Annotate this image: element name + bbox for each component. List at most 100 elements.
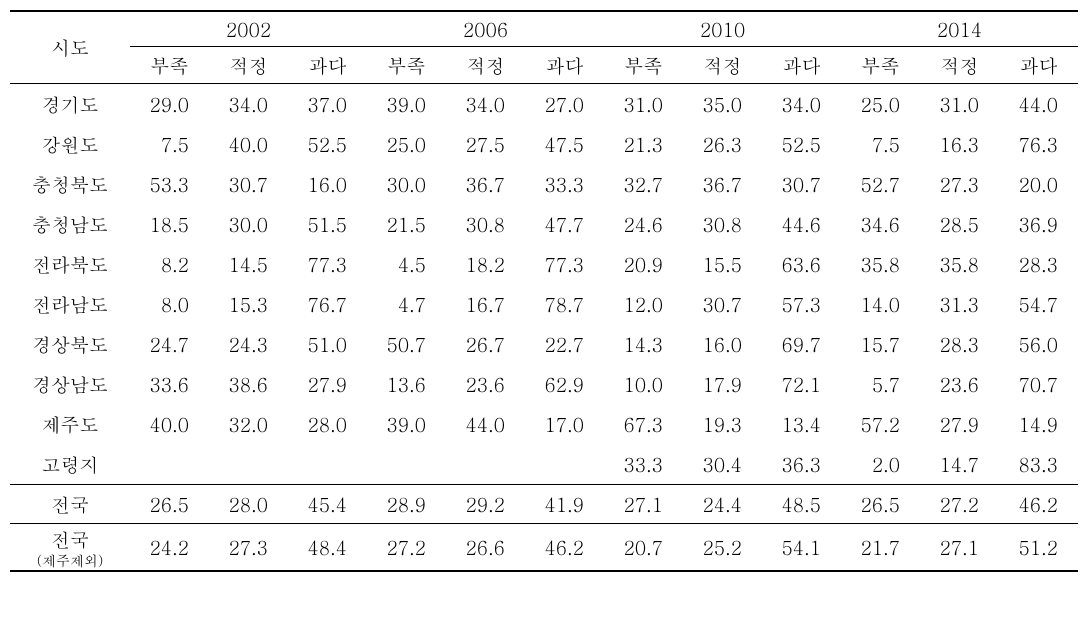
table-body: 경기도29.034.037.039.034.027.031.035.034.02…: [10, 84, 1078, 485]
cell: 14.0: [841, 284, 920, 324]
cell: 51.5: [288, 204, 367, 244]
data-table: 시도 2002 2006 2010 2014 부족 적정 과다 부족 적정 과다…: [10, 10, 1078, 572]
cell: 30.0: [367, 164, 446, 204]
cell: 51.2: [999, 524, 1078, 572]
cell: 46.2: [999, 485, 1078, 524]
region-name: 경상북도: [10, 324, 130, 364]
table-row: 경상남도33.638.627.913.623.662.910.017.972.1…: [10, 364, 1078, 404]
sub-header: 적정: [920, 47, 999, 84]
cell: 72.1: [762, 364, 841, 404]
cell: 44.0: [446, 404, 525, 444]
cell: 27.5: [446, 124, 525, 164]
cell: 44.6: [762, 204, 841, 244]
sub-header: 부족: [604, 47, 683, 84]
cell: 35.0: [683, 84, 762, 125]
cell: 33.3: [525, 164, 604, 204]
cell: 76.7: [288, 284, 367, 324]
cell: 30.0: [209, 204, 288, 244]
cell: 15.3: [209, 284, 288, 324]
cell: 15.5: [683, 244, 762, 284]
sub-header: 과다: [288, 47, 367, 84]
table-row: 충청북도53.330.716.030.036.733.332.736.730.7…: [10, 164, 1078, 204]
sub-header: 부족: [841, 47, 920, 84]
cell: 33.6: [130, 364, 209, 404]
cell: 28.0: [288, 404, 367, 444]
cell: 16.7: [446, 284, 525, 324]
year-header-2002: 2002: [130, 11, 367, 47]
cell: 40.0: [209, 124, 288, 164]
cell: 20.0: [999, 164, 1078, 204]
cell: 32.0: [209, 404, 288, 444]
cell: 25.2: [683, 524, 762, 572]
cell: 5.7: [841, 364, 920, 404]
cell: [130, 444, 209, 485]
cell: 8.2: [130, 244, 209, 284]
sub-header: 적정: [446, 47, 525, 84]
cell: 36.7: [446, 164, 525, 204]
cell: 14.5: [209, 244, 288, 284]
cell: 27.1: [920, 524, 999, 572]
cell: 31.0: [604, 84, 683, 125]
cell: 34.0: [762, 84, 841, 125]
cell: 28.0: [209, 485, 288, 524]
cell: 62.9: [525, 364, 604, 404]
cell: 46.2: [525, 524, 604, 572]
cell: 16.0: [683, 324, 762, 364]
cell: 37.0: [288, 84, 367, 125]
cell: 48.4: [288, 524, 367, 572]
region-name: 고령지: [10, 444, 130, 485]
region-header: 시도: [10, 11, 130, 84]
cell: 8.0: [130, 284, 209, 324]
cell: 19.3: [683, 404, 762, 444]
cell: 51.0: [288, 324, 367, 364]
cell: 27.9: [920, 404, 999, 444]
cell: 32.7: [604, 164, 683, 204]
cell: 2.0: [841, 444, 920, 485]
cell: 31.3: [920, 284, 999, 324]
cell: 48.5: [762, 485, 841, 524]
cell: 76.3: [999, 124, 1078, 164]
cell: 16.0: [288, 164, 367, 204]
cell: 13.6: [367, 364, 446, 404]
sub-header: 과다: [762, 47, 841, 84]
region-name: 충청북도: [10, 164, 130, 204]
table-row: 전라북도8.214.577.34.518.277.320.915.563.635…: [10, 244, 1078, 284]
cell: 53.3: [130, 164, 209, 204]
table-header: 시도 2002 2006 2010 2014 부족 적정 과다 부족 적정 과다…: [10, 11, 1078, 84]
cell: 70.7: [999, 364, 1078, 404]
cell: 17.9: [683, 364, 762, 404]
cell: 4.7: [367, 284, 446, 324]
cell: 27.0: [525, 84, 604, 125]
cell: 83.3: [999, 444, 1078, 485]
sub-header: 적정: [209, 47, 288, 84]
cell: 57.2: [841, 404, 920, 444]
table-row: 고령지33.330.436.32.014.783.3: [10, 444, 1078, 485]
sub-header: 부족: [367, 47, 446, 84]
cell: 47.5: [525, 124, 604, 164]
cell: 4.5: [367, 244, 446, 284]
cell: 26.7: [446, 324, 525, 364]
cell: 47.7: [525, 204, 604, 244]
cell: 77.3: [288, 244, 367, 284]
cell: [525, 444, 604, 485]
cell: 18.2: [446, 244, 525, 284]
cell: 12.0: [604, 284, 683, 324]
cell: 52.7: [841, 164, 920, 204]
cell: 25.0: [841, 84, 920, 125]
cell: 13.4: [762, 404, 841, 444]
cell: 7.5: [130, 124, 209, 164]
year-header-2010: 2010: [604, 11, 841, 47]
year-header-2014: 2014: [841, 11, 1078, 47]
region-name: 경상남도: [10, 364, 130, 404]
cell: 25.0: [367, 124, 446, 164]
region-name: 경기도: [10, 84, 130, 125]
cell: 34.0: [209, 84, 288, 125]
cell: [288, 444, 367, 485]
cell: 40.0: [130, 404, 209, 444]
cell: 28.3: [999, 244, 1078, 284]
cell: 34.6: [841, 204, 920, 244]
cell: 26.5: [130, 485, 209, 524]
cell: 20.7: [604, 524, 683, 572]
cell: 63.6: [762, 244, 841, 284]
sub-header: 과다: [525, 47, 604, 84]
